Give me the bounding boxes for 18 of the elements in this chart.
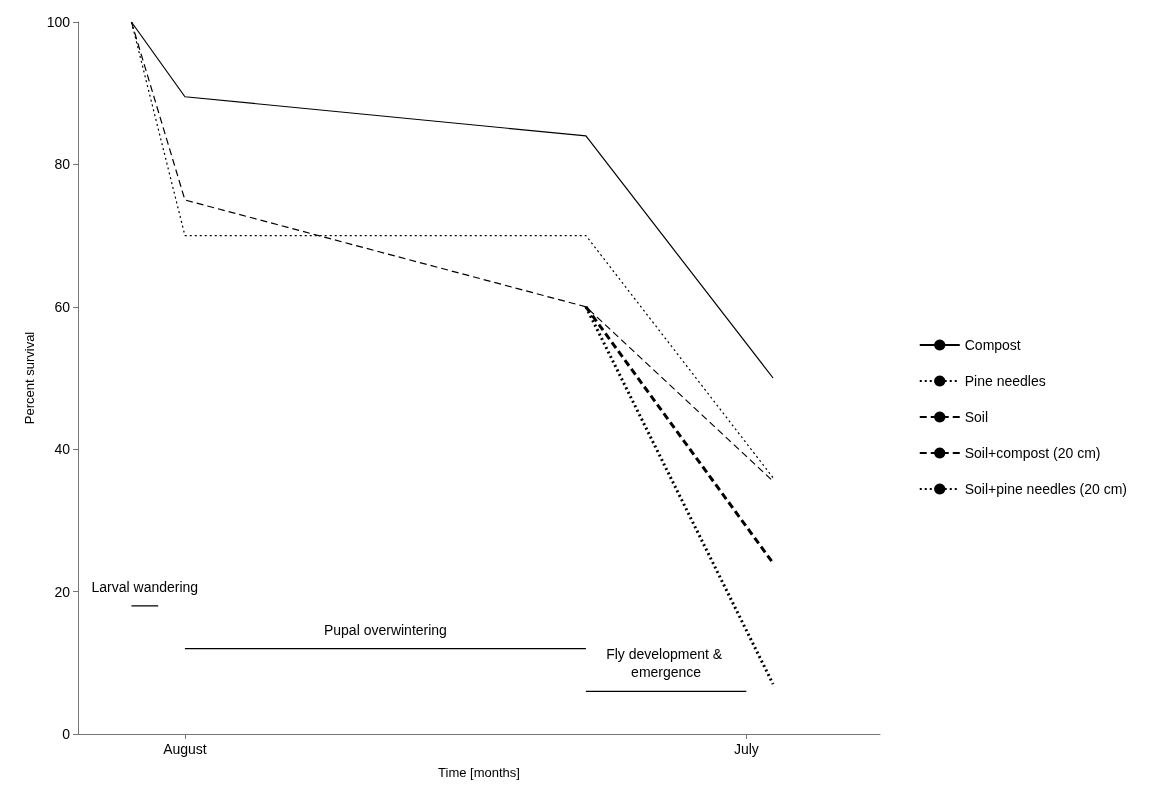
annotation: Pupal overwintering bbox=[323, 621, 447, 638]
y-axis-title: Percent survival bbox=[21, 331, 37, 425]
y-tick-label: 100 bbox=[46, 14, 71, 30]
legend-label: Soil+compost (20 cm) bbox=[964, 445, 1101, 461]
x-tick-label: August bbox=[163, 741, 207, 757]
y-tick-label: 0 bbox=[62, 726, 71, 742]
y-tick-label: 40 bbox=[54, 441, 71, 458]
y-tick-label: 60 bbox=[54, 298, 71, 315]
x-axis-title: Time [months] bbox=[438, 765, 520, 780]
annotation: Fly development & emergence bbox=[606, 646, 727, 681]
y-tick-label: 20 bbox=[54, 583, 71, 600]
legend-label: Soil+pine needles (20 cm) bbox=[964, 481, 1128, 497]
legend-label: Pine needles bbox=[964, 373, 1046, 389]
y-tick-label: 80 bbox=[54, 156, 71, 173]
legend-label: Compost bbox=[964, 337, 1021, 353]
x-tick-label: July bbox=[733, 741, 759, 757]
annotation: Larval wandering bbox=[91, 578, 199, 595]
legend-label: Soil bbox=[964, 409, 989, 425]
